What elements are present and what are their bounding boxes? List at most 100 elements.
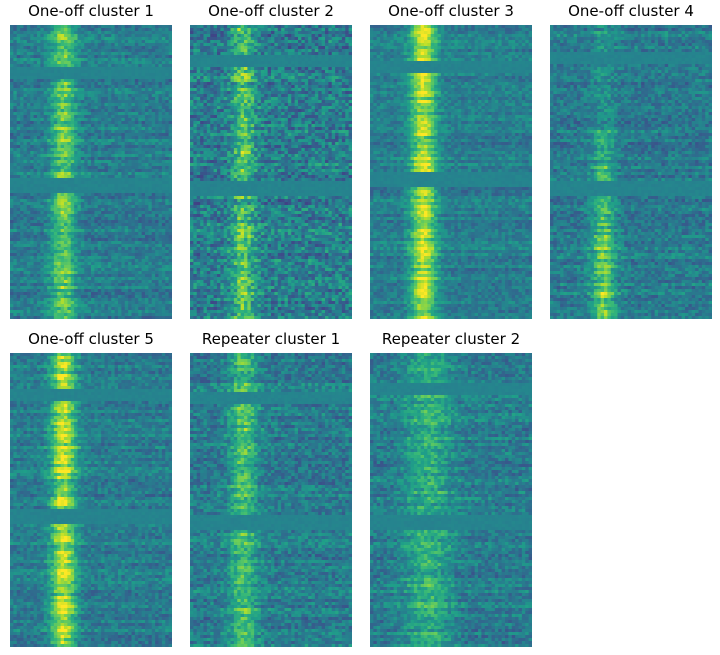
- heatmap-cell: [37, 67, 41, 71]
- heatmap-cell: [94, 178, 99, 182]
- heatmap-cell: [128, 124, 132, 128]
- heatmap-cell: [131, 109, 136, 113]
- heatmap-cell: [37, 154, 41, 158]
- heatmap-cell: [57, 289, 62, 293]
- heatmap-cell: [47, 76, 51, 80]
- heatmap-cell: [148, 175, 153, 179]
- heatmap-cell: [155, 310, 159, 314]
- heatmap-cell: [118, 88, 122, 92]
- heatmap-cell: [77, 55, 82, 59]
- heatmap-cell: [114, 184, 119, 188]
- heatmap-cell: [114, 109, 119, 113]
- heatmap-cell: [26, 157, 31, 161]
- heatmap-cell: [104, 160, 109, 164]
- heatmap-cell: [50, 232, 55, 236]
- heatmap-cell: [57, 127, 62, 131]
- heatmap-cell: [80, 298, 85, 302]
- heatmap-cell: [10, 112, 14, 116]
- heatmap-cell: [67, 181, 72, 185]
- heatmap-cell: [134, 295, 139, 299]
- heatmap-cell: [87, 163, 92, 167]
- heatmap-cell: [101, 109, 105, 113]
- heatmap-cell: [291, 31, 296, 35]
- heatmap-cell: [53, 121, 58, 125]
- heatmap-cell: [50, 49, 55, 53]
- heatmap-cell: [84, 85, 89, 89]
- heatmap-cell: [23, 148, 28, 152]
- heatmap-cell: [151, 37, 156, 41]
- heatmap-cell: [158, 316, 163, 319]
- heatmap-cell: [67, 136, 72, 140]
- heatmap-cell: [141, 67, 146, 71]
- heatmap-cell: [148, 160, 153, 164]
- heatmap-cell: [124, 94, 129, 98]
- heatmap-cell: [107, 79, 112, 83]
- heatmap-cell: [77, 253, 82, 257]
- heatmap-cell: [16, 292, 21, 296]
- heatmap-cell: [20, 253, 24, 257]
- heatmap-cell: [145, 316, 149, 319]
- heatmap-cell: [13, 244, 18, 248]
- heatmap-cell: [50, 157, 55, 161]
- heatmap-cell: [121, 229, 126, 233]
- heatmap-cell: [107, 115, 112, 119]
- heatmap-cell: [168, 100, 172, 104]
- heatmap-cell: [47, 268, 51, 272]
- heatmap-cell: [77, 187, 82, 191]
- heatmap-cell: [94, 196, 99, 200]
- heatmap-cell: [47, 187, 51, 191]
- heatmap-cell: [87, 235, 92, 239]
- heatmap-cell: [121, 157, 126, 161]
- heatmap-cell: [107, 313, 112, 317]
- heatmap-cell: [43, 238, 48, 242]
- heatmap-cell: [47, 163, 51, 167]
- heatmap-cell: [23, 37, 28, 41]
- heatmap-cell: [121, 238, 126, 242]
- heatmap-cell: [151, 121, 156, 125]
- heatmap-cell: [114, 187, 119, 191]
- heatmap-cell: [134, 160, 139, 164]
- heatmap-cell: [131, 142, 136, 146]
- heatmap-cell: [128, 127, 132, 131]
- heatmap-cell: [321, 25, 326, 29]
- heatmap-cell: [128, 73, 132, 77]
- heatmap-cell: [16, 175, 21, 179]
- heatmap-cell: [97, 289, 102, 293]
- heatmap-cell: [155, 139, 159, 143]
- heatmap-cell: [168, 37, 172, 41]
- heatmap-cell: [87, 115, 92, 119]
- heatmap-cell: [80, 46, 85, 50]
- heatmap-cell: [91, 292, 95, 296]
- heatmap-cell: [37, 247, 41, 251]
- heatmap-cell: [104, 130, 109, 134]
- heatmap-row: [10, 25, 172, 29]
- heatmap-cell: [80, 313, 85, 317]
- heatmap-cell: [101, 256, 105, 260]
- heatmap-cell: [60, 40, 65, 44]
- heatmap-cell: [168, 181, 172, 185]
- heatmap-cell: [33, 253, 38, 257]
- heatmap-cell: [158, 238, 163, 242]
- heatmap-cell: [155, 82, 159, 86]
- heatmap-cell: [118, 259, 122, 263]
- heatmap-cell: [20, 28, 24, 32]
- heatmap-cell: [141, 295, 146, 299]
- heatmap-cell: [148, 118, 153, 122]
- heatmap-cell: [161, 307, 166, 311]
- heatmap-cell: [64, 46, 68, 50]
- heatmap-cell: [128, 34, 132, 38]
- heatmap-cell: [104, 40, 109, 44]
- heatmap-row: [10, 178, 172, 182]
- heatmap-cell: [16, 139, 21, 143]
- heatmap-cell: [151, 205, 156, 209]
- heatmap-cell: [67, 34, 72, 38]
- heatmap-cell: [77, 178, 82, 182]
- heatmap-cell: [155, 292, 159, 296]
- heatmap-cell: [30, 112, 35, 116]
- heatmap-cell: [325, 28, 329, 32]
- heatmap-cell: [23, 67, 28, 71]
- heatmap-cell: [128, 106, 132, 110]
- heatmap-cell: [121, 70, 126, 74]
- heatmap-cell: [87, 178, 92, 182]
- heatmap-cell: [84, 199, 89, 203]
